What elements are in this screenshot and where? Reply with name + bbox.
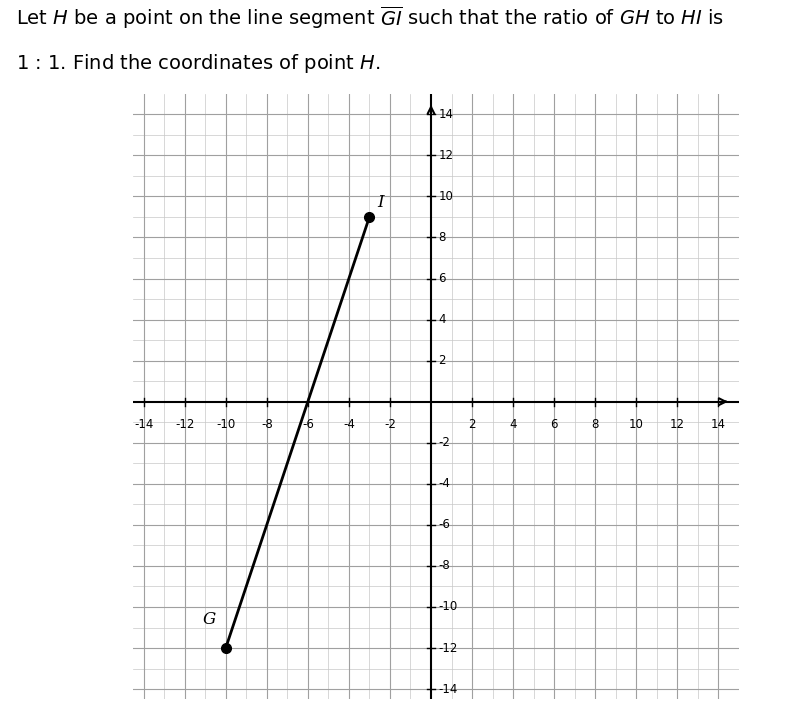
Text: 12: 12 (670, 418, 685, 431)
Text: -10: -10 (439, 601, 458, 614)
Text: -6: -6 (439, 518, 450, 531)
Text: 6: 6 (550, 418, 558, 431)
Text: 2: 2 (439, 354, 446, 367)
Text: -12: -12 (175, 418, 194, 431)
Text: I: I (377, 194, 385, 211)
Text: 4: 4 (439, 313, 446, 326)
Text: 4: 4 (509, 418, 517, 431)
Text: 8: 8 (592, 418, 599, 431)
Text: 10: 10 (629, 418, 644, 431)
Text: -6: -6 (302, 418, 314, 431)
Text: -10: -10 (216, 418, 236, 431)
Text: -4: -4 (343, 418, 354, 431)
Text: -4: -4 (439, 477, 450, 490)
Text: -2: -2 (384, 418, 396, 431)
Text: 1 : 1. Find the coordinates of point $\it{H}$.: 1 : 1. Find the coordinates of point $\i… (16, 52, 380, 74)
Text: 14: 14 (439, 107, 454, 120)
Text: 6: 6 (439, 272, 446, 285)
Text: -14: -14 (134, 418, 153, 431)
Text: 8: 8 (439, 231, 446, 244)
Text: G: G (202, 611, 216, 627)
Text: -12: -12 (439, 642, 458, 655)
Text: 2: 2 (469, 418, 476, 431)
Text: 12: 12 (439, 149, 454, 162)
Text: -2: -2 (439, 436, 450, 449)
Text: -8: -8 (439, 559, 450, 572)
Text: -8: -8 (261, 418, 273, 431)
Text: Let $\it{H}$ be a point on the line segment $\overline{\it{GI}}$ such that the r: Let $\it{H}$ be a point on the line segm… (16, 5, 724, 32)
Text: 10: 10 (439, 190, 453, 203)
Text: 14: 14 (711, 418, 726, 431)
Text: -14: -14 (439, 683, 458, 696)
